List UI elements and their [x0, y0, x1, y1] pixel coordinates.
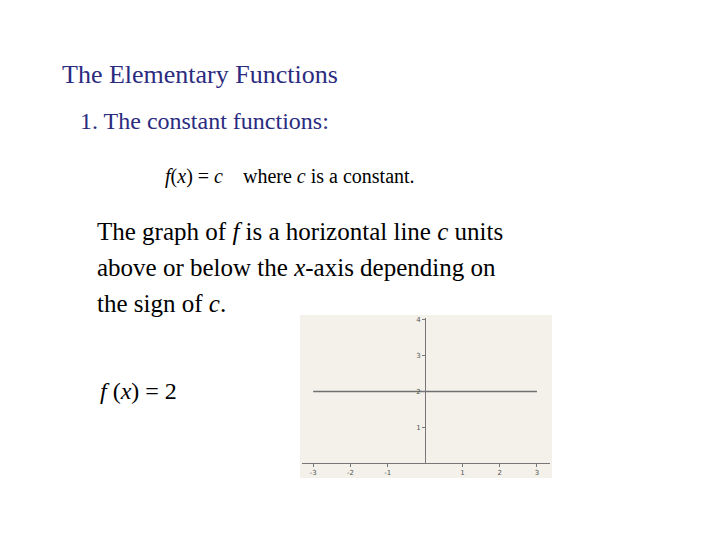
svg-text:2: 2	[416, 388, 420, 396]
svg-text:3: 3	[535, 469, 539, 477]
html-text:f (x) = c where c is a constan: f (x) = c where c is a constant.	[165, 165, 415, 187]
svg-text:-2: -2	[347, 469, 354, 477]
svg-text:1: 1	[416, 424, 420, 432]
svg-text:2: 2	[497, 469, 501, 477]
svg-text:3: 3	[416, 352, 420, 360]
svg-text:4: 4	[416, 316, 421, 324]
html-text:f (x) = 2: f (x) = 2	[100, 378, 177, 404]
html-text:the sign of c.: the sign of c.	[97, 290, 227, 317]
html-text:The Elementary Functions: The Elementary Functions	[62, 60, 338, 89]
svg-text:-3: -3	[310, 469, 317, 477]
html-text:1. The constant functions:: 1. The constant functions:	[80, 108, 329, 134]
html-text:above or below the x -axis dep: above or below the x -axis depending on	[97, 254, 496, 281]
html-text:The graph of f is a horizontal: The graph of f is a horizontal line c un…	[97, 218, 504, 245]
svg-text:1: 1	[460, 469, 464, 477]
svg-text:-1: -1	[384, 469, 391, 477]
